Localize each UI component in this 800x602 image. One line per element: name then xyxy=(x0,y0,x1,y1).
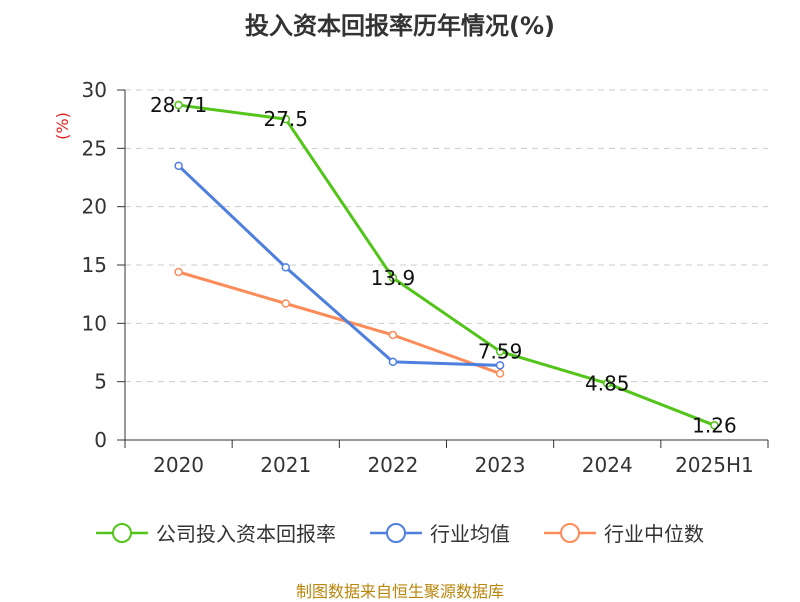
series-line xyxy=(178,103,715,427)
data-point xyxy=(174,100,183,110)
y-tick-label: 5 xyxy=(94,370,107,394)
data-source-note: 制图数据来自恒生聚源数据库 xyxy=(295,582,504,601)
series-line xyxy=(178,270,501,375)
data-label: 7.59 xyxy=(478,339,523,363)
data-point xyxy=(281,263,290,272)
x-tick-label: 2023 xyxy=(475,453,526,477)
data-point xyxy=(495,347,505,356)
x-tick-label: 2021 xyxy=(260,453,311,477)
data-label: 4.85 xyxy=(585,371,630,395)
x-tick-label: 2024 xyxy=(582,453,633,477)
data-point xyxy=(281,114,290,124)
y-tick-label: 30 xyxy=(82,78,107,102)
y-axis-label: (%) xyxy=(53,112,72,140)
data-point xyxy=(495,361,505,370)
x-tick-label: 2025H1 xyxy=(675,453,754,477)
data-point xyxy=(281,299,290,308)
data-point xyxy=(495,369,505,378)
legend-item[interactable]: 公司投入资本回报率 xyxy=(96,518,336,547)
y-tick-label: 20 xyxy=(82,195,107,219)
data-point xyxy=(603,379,612,388)
y-tick-label: 0 xyxy=(94,428,107,452)
legend-label: 行业均值 xyxy=(430,522,510,546)
data-label: 28.71 xyxy=(150,93,207,117)
series-line xyxy=(177,164,501,367)
y-tick-label: 15 xyxy=(82,253,107,277)
legend-marker-icon xyxy=(370,522,422,543)
legend-label: 公司投入资本回报率 xyxy=(156,522,336,546)
data-label: 13.9 xyxy=(371,266,416,290)
data-point xyxy=(710,421,719,430)
data-label: 1.26 xyxy=(692,413,737,437)
legend-item[interactable]: 行业均值 xyxy=(370,518,510,547)
y-tick-label: 10 xyxy=(82,311,107,335)
data-point xyxy=(388,273,398,283)
data-point xyxy=(388,357,398,367)
legend-label: 行业中位数 xyxy=(604,522,704,546)
data-point xyxy=(174,267,183,277)
legend-marker-icon xyxy=(96,522,148,543)
data-point xyxy=(174,161,183,171)
data-point xyxy=(388,330,398,340)
data-label: 27.5 xyxy=(263,107,308,131)
y-tick-label: 25 xyxy=(82,136,107,160)
x-tick-label: 2022 xyxy=(367,453,418,477)
chart-legend: 公司投入资本回报率 行业均值 行业中位数 xyxy=(0,518,800,547)
chart-title: 投入资本回报率历年情况(%) xyxy=(245,12,555,40)
x-tick-label: 2020 xyxy=(153,453,204,477)
legend-item[interactable]: 行业中位数 xyxy=(544,518,704,547)
legend-marker-icon xyxy=(544,522,596,543)
